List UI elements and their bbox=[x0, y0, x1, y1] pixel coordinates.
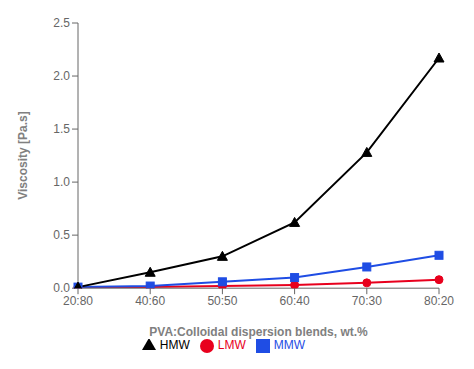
svg-text:50:50: 50:50 bbox=[207, 294, 237, 308]
svg-text:2.5: 2.5 bbox=[53, 16, 70, 30]
svg-text:PVA:Colloidal dispersion blend: PVA:Colloidal dispersion blends, wt.% bbox=[149, 325, 368, 339]
svg-text:0.0: 0.0 bbox=[53, 281, 70, 295]
html-text:LMW: LMW bbox=[217, 338, 246, 353]
svg-text:0.5: 0.5 bbox=[53, 228, 70, 242]
svg-text:70:30: 70:30 bbox=[352, 294, 382, 308]
svg-text:1.0: 1.0 bbox=[53, 175, 70, 189]
html-text:MMW: MMW bbox=[273, 338, 306, 353]
html-text:HMW: HMW bbox=[159, 338, 190, 353]
svg-text:80:20: 80:20 bbox=[424, 294, 454, 308]
svg-text:Viscosity [Pa.s]: Viscosity [Pa.s] bbox=[16, 111, 30, 200]
svg-text:40:60: 40:60 bbox=[135, 294, 165, 308]
svg-text:2.0: 2.0 bbox=[53, 69, 70, 83]
svg-text:20:80: 20:80 bbox=[63, 294, 93, 308]
svg-text:1.5: 1.5 bbox=[53, 122, 70, 136]
svg-text:60:40: 60:40 bbox=[280, 294, 310, 308]
